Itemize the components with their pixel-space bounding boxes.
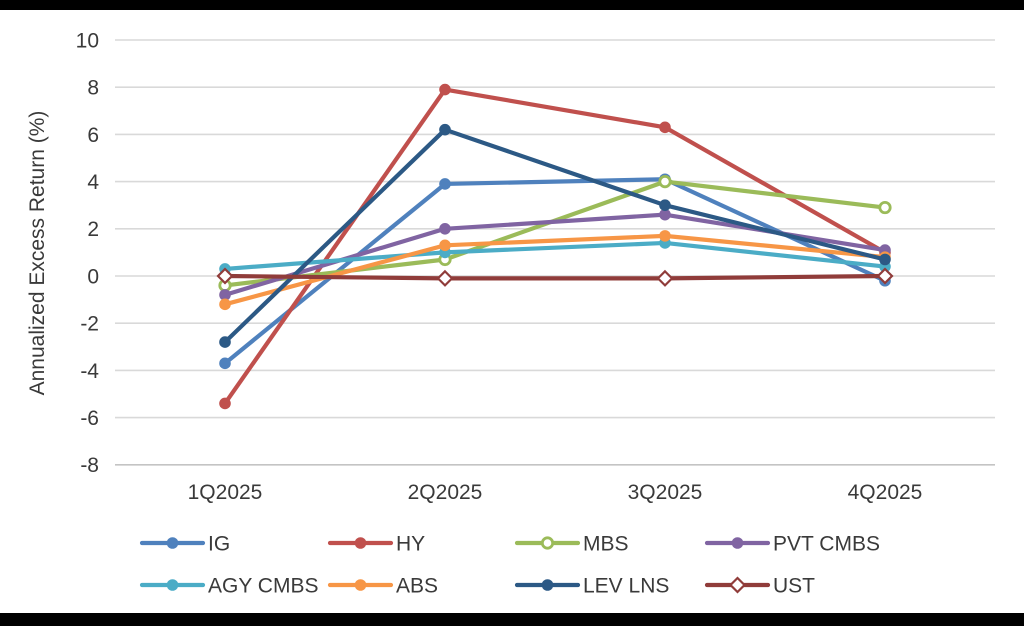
series-line <box>222 177 888 366</box>
legend-item-agy-cmbs: AGY CMBS <box>139 574 318 597</box>
data-point-marker <box>219 289 231 301</box>
legend-item-lev-lns: LEV LNS <box>514 574 669 597</box>
legend-label: ABS <box>396 574 438 597</box>
legend-label: LEV LNS <box>583 574 669 597</box>
data-point-marker <box>439 178 451 190</box>
data-point-marker <box>659 208 671 221</box>
data-point-marker <box>540 536 555 550</box>
x-tick-label: 4Q2025 <box>848 481 923 504</box>
data-point-marker <box>879 253 891 266</box>
legend-item-pvt-cmbs: PVT CMBS <box>704 532 880 555</box>
data-point-marker <box>878 200 892 215</box>
legend-label: HY <box>396 532 425 555</box>
series-line <box>222 240 888 272</box>
data-point-marker <box>439 123 451 136</box>
data-point-marker <box>436 269 454 287</box>
data-point-marker <box>354 579 367 591</box>
data-point-marker <box>731 537 744 549</box>
data-point-marker <box>439 239 451 252</box>
y-tick-label: 8 <box>87 77 99 100</box>
series-line <box>222 127 888 345</box>
series-lines <box>216 83 894 410</box>
y-tick-label: 10 <box>76 29 99 52</box>
data-point-marker <box>216 267 234 285</box>
data-point-marker <box>659 230 671 242</box>
series-ust <box>216 267 894 287</box>
y-axis-tick-labels: 10 8 6 4 2 0 -2 -4 -6 -8 <box>76 29 100 477</box>
legend-item-mbs: MBS <box>514 532 629 555</box>
data-point-marker <box>354 537 367 549</box>
y-tick-label: -8 <box>80 454 99 477</box>
legend-label: MBS <box>583 532 629 555</box>
series-line <box>222 233 888 307</box>
y-tick-label: -4 <box>80 360 99 383</box>
y-tick-label: 6 <box>87 124 99 147</box>
data-point-marker <box>439 223 451 235</box>
legend-item-abs: ABS <box>327 574 438 597</box>
y-tick-label: -6 <box>80 407 99 430</box>
y-tick-label: 4 <box>87 171 99 194</box>
legend-item-hy: HY <box>327 532 425 555</box>
y-tick-label: -2 <box>80 313 99 336</box>
legend-item-ust: UST <box>704 574 815 597</box>
bottom-border-bar <box>0 613 1024 626</box>
y-tick-label: 0 <box>87 265 99 288</box>
x-tick-label: 2Q2025 <box>408 481 483 504</box>
y-axis-title: Annualized Excess Return (%) <box>26 111 49 396</box>
data-point-marker <box>439 83 451 96</box>
legend-label: UST <box>773 574 815 597</box>
data-point-marker <box>219 298 231 311</box>
legend-label: AGY CMBS <box>208 574 318 597</box>
legend-item-ig: IG <box>139 532 230 555</box>
y-tick-label: 2 <box>87 218 99 241</box>
data-point-marker <box>876 267 894 285</box>
data-point-marker <box>219 357 231 370</box>
legend: IG HY MBS PVT CMBS AGY CMBS ABS LEV LNS UST <box>139 532 880 597</box>
top-border-bar <box>0 0 1024 10</box>
legend-label: IG <box>208 532 230 555</box>
data-point-marker <box>219 397 231 410</box>
data-point-marker <box>166 579 179 591</box>
data-point-marker <box>659 199 671 211</box>
legend-label: PVT CMBS <box>773 532 880 555</box>
x-axis-tick-labels: 1Q2025 2Q2025 3Q2025 4Q2025 <box>188 481 923 504</box>
series-lev-lns <box>219 123 891 348</box>
data-point-marker <box>541 579 554 591</box>
x-tick-label: 1Q2025 <box>188 481 263 504</box>
data-point-marker <box>219 336 231 348</box>
data-point-marker <box>166 537 179 549</box>
data-point-marker <box>656 269 674 287</box>
data-point-marker <box>728 576 747 594</box>
series-line <box>222 273 888 281</box>
data-point-marker <box>659 121 671 134</box>
x-tick-label: 3Q2025 <box>628 481 703 504</box>
series-line <box>222 87 888 406</box>
data-point-marker <box>658 175 672 189</box>
